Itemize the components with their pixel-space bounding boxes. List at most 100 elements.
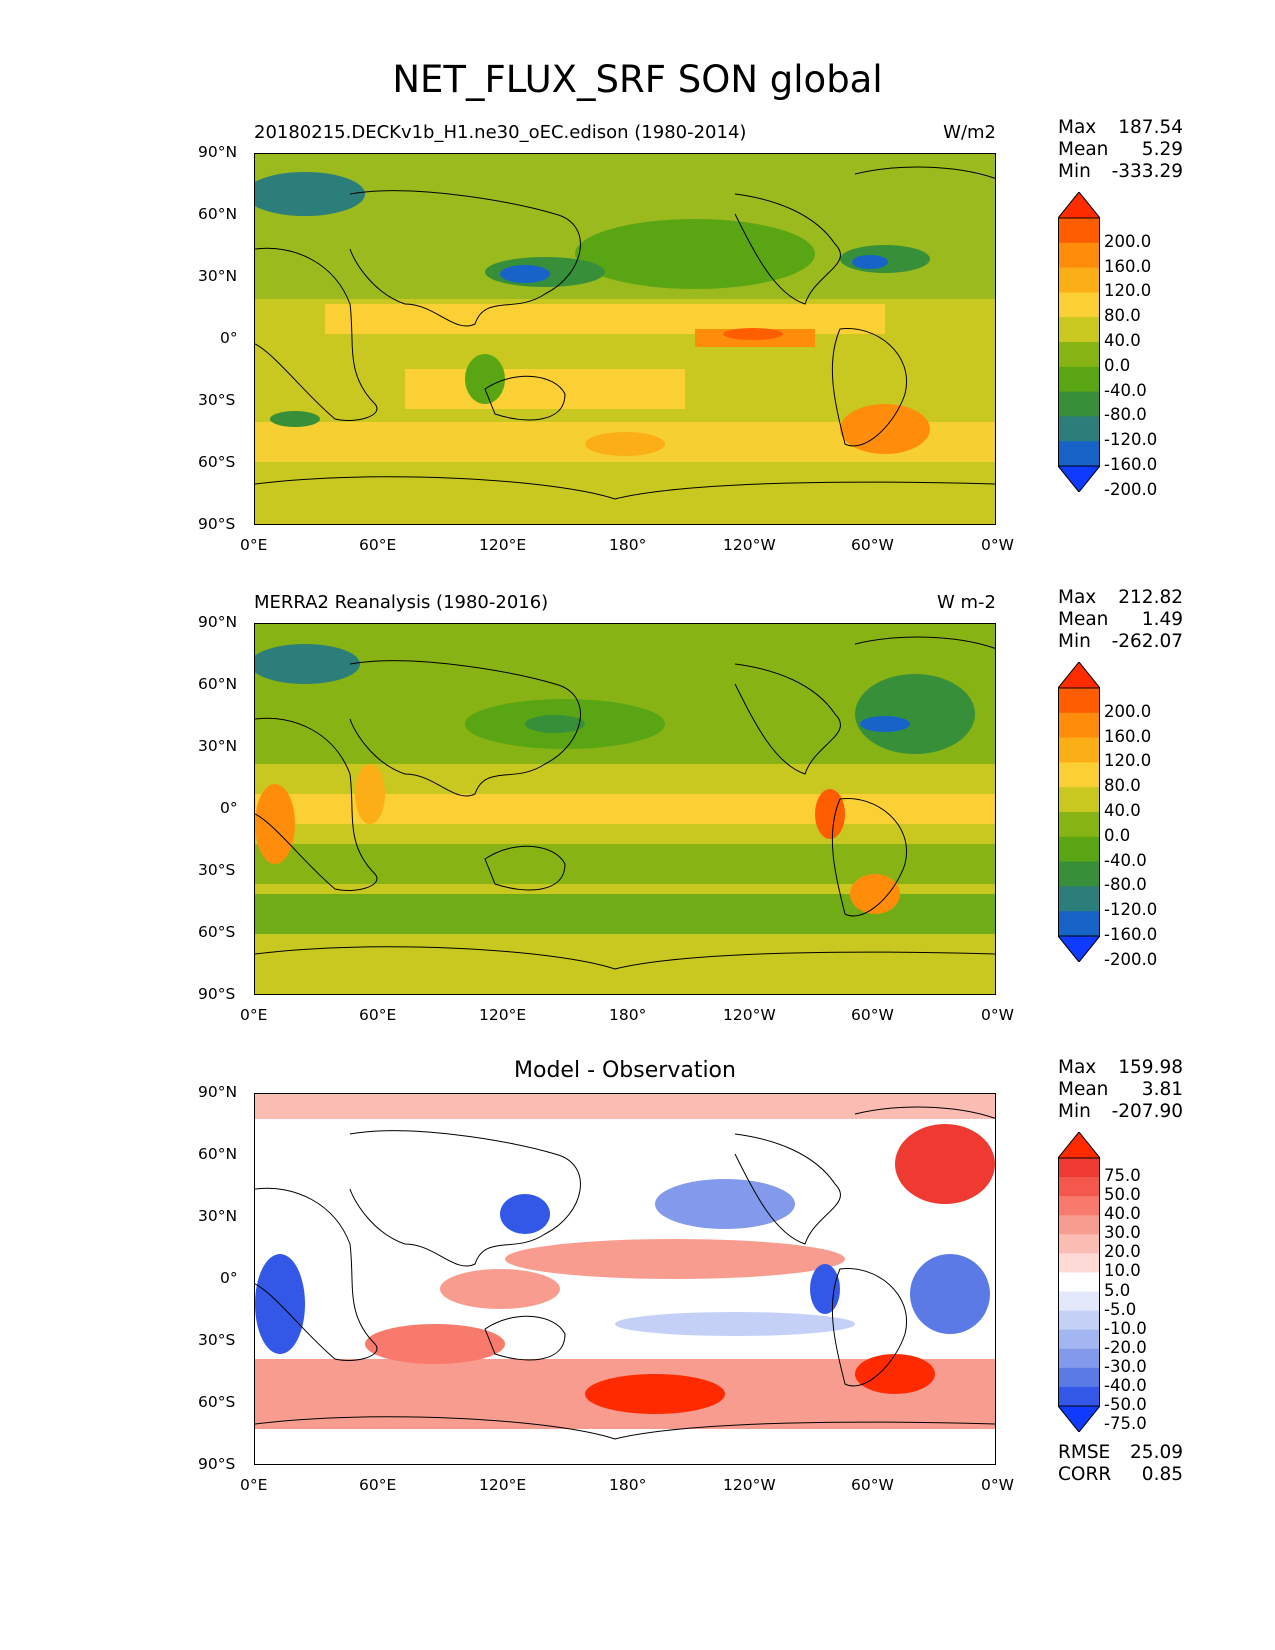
colorbar-tick-label: 20.0: [1104, 1242, 1141, 1262]
lon-tick: 0°W: [981, 1476, 1014, 1494]
colorbar-segment: [1058, 1196, 1100, 1216]
panel1-colorbar: [1058, 192, 1100, 492]
colorbar-segment: [1058, 911, 1100, 937]
colorbar-tick-label: 160.0: [1104, 726, 1152, 746]
colorbar-segment: [1058, 1367, 1100, 1388]
colorbar-segment: [1058, 416, 1100, 442]
colorbar-tick-label: 0.0: [1104, 825, 1131, 845]
panel3-field: [255, 1094, 995, 1464]
colorbar-tick-label: 160.0: [1104, 256, 1152, 276]
colorbar-segment: [1058, 1215, 1100, 1235]
colorbar-tick-label: -160.0: [1104, 925, 1158, 944]
colorbar-segment: [1058, 292, 1100, 318]
colorbar-segment: [1058, 1253, 1100, 1273]
colorbar-bottom-extension: [1058, 935, 1100, 962]
colorbar-tick-label: -160.0: [1104, 455, 1158, 474]
colorbar-segment: [1058, 861, 1100, 887]
lat-tick: 30°N: [198, 737, 238, 755]
colorbar-segment: [1058, 1177, 1100, 1197]
colorbar-segment: [1058, 737, 1100, 763]
panel2-field: [255, 624, 995, 994]
colorbar-tick-label: -40.0: [1104, 380, 1147, 400]
lon-tick: 0°E: [240, 536, 268, 554]
colorbar-top-extension: [1058, 1132, 1100, 1159]
colorbar-segment: [1058, 1329, 1100, 1350]
lat-tick: 90°S: [198, 515, 236, 533]
lon-tick: 0°W: [981, 536, 1014, 554]
colorbar-segment: [1058, 812, 1100, 838]
coastline-overlay: [255, 636, 995, 970]
colorbar-tick-label: 40.0: [1104, 801, 1141, 820]
coastline-overlay: [255, 1106, 995, 1440]
figure-title: NET_FLUX_SRF SON global: [392, 58, 883, 101]
colorbar-segment: [1058, 391, 1100, 417]
colorbar-tick-label: -80.0: [1104, 405, 1147, 425]
lon-tick: 60°W: [851, 1476, 894, 1494]
colorbar-segment: [1058, 1310, 1100, 1331]
panel3-title: Model - Observation: [514, 1058, 736, 1083]
lat-tick: 60°S: [198, 923, 236, 941]
colorbar-tick-label: -5.0: [1104, 1299, 1137, 1319]
lat-tick: 60°N: [198, 675, 238, 693]
colorbar-tick-label: 200.0: [1104, 701, 1152, 721]
colorbar-segment: [1058, 886, 1100, 912]
colorbar-tick-label: -30.0: [1104, 1356, 1147, 1376]
colorbar-segment: [1058, 342, 1100, 368]
colorbar-segment: [1058, 1386, 1100, 1407]
panel1-field: [255, 154, 995, 524]
colorbar-tick-label: -200.0: [1104, 479, 1158, 499]
colorbar-segment: [1058, 1272, 1100, 1293]
lat-tick: 90°N: [198, 143, 238, 161]
lon-tick: 180°: [609, 1006, 647, 1024]
colorbar-tick-label: 40.0: [1104, 331, 1141, 350]
lat-tick: 60°S: [198, 1393, 236, 1411]
panel2-map: [254, 623, 996, 995]
colorbar-segment: [1058, 712, 1100, 739]
colorbar-segment: [1058, 317, 1100, 343]
colorbar-segment: [1058, 1291, 1100, 1312]
lon-tick: 120°W: [723, 1476, 776, 1494]
colorbar-segment: [1058, 836, 1100, 863]
panel3-colorbar: [1058, 1132, 1100, 1432]
colorbar-top-extension: [1058, 192, 1100, 219]
colorbar-bottom-extension: [1058, 465, 1100, 492]
colorbar-frame: [1058, 687, 1100, 937]
colorbar-segment: [1058, 366, 1100, 393]
lat-tick: 60°S: [198, 453, 236, 471]
colorbar-tick-label: -50.0: [1104, 1395, 1147, 1414]
colorbar-tick-label: -75.0: [1104, 1414, 1147, 1434]
panel1-units: W/m2: [943, 122, 996, 143]
lat-tick: 90°S: [198, 985, 236, 1003]
colorbar-tick-label: -40.0: [1104, 1375, 1147, 1395]
panel1-left-title: 20180215.DECKv1b_H1.ne30_oEC.edison (198…: [254, 122, 747, 143]
colorbar-bottom-extension: [1058, 1405, 1100, 1432]
colorbar-segment: [1058, 787, 1100, 813]
colorbar-top-extension: [1058, 662, 1100, 689]
colorbar-tick-label: 5.0: [1104, 1280, 1131, 1300]
colorbar-tick-label: -10.0: [1104, 1318, 1147, 1338]
colorbar-tick-label: -200.0: [1104, 949, 1158, 969]
lon-tick: 180°: [609, 1476, 647, 1494]
lon-tick: 0°E: [240, 1006, 268, 1024]
colorbar-tick-label: 200.0: [1104, 231, 1152, 251]
lon-tick: 60°W: [851, 536, 894, 554]
lat-tick: 0°: [220, 799, 238, 817]
colorbar-tick-label: 120.0: [1104, 281, 1152, 301]
lat-tick: 0°: [220, 1269, 238, 1287]
colorbar-segment: [1058, 762, 1100, 788]
colorbar-frame: [1058, 217, 1100, 467]
lon-tick: 120°W: [723, 1006, 776, 1024]
colorbar-segment: [1058, 1158, 1100, 1178]
lon-tick: 0°W: [981, 1006, 1014, 1024]
rmse-value: 25.09: [1130, 1442, 1183, 1463]
lat-tick: 30°S: [198, 391, 236, 409]
colorbar-tick-label: 0.0: [1104, 355, 1131, 375]
colorbar-tick-label: -120.0: [1104, 900, 1158, 920]
lon-tick: 60°E: [359, 536, 397, 554]
lat-tick: 30°S: [198, 861, 236, 879]
lon-tick: 60°E: [359, 1006, 397, 1024]
panel1-stats: Max 187.54 Mean 5.29 Min -333.29: [1058, 117, 1183, 182]
lat-tick: 0°: [220, 329, 238, 347]
lon-tick: 60°W: [851, 1006, 894, 1024]
colorbar-tick-label: 80.0: [1104, 306, 1141, 326]
